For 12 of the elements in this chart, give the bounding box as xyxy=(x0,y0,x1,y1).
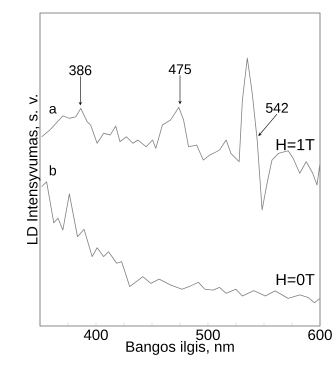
series-label: a xyxy=(49,106,57,114)
annotation: 386 xyxy=(69,65,92,76)
series-label: b xyxy=(50,165,56,176)
annotation: H=0T xyxy=(276,274,314,286)
annotation: 475 xyxy=(168,64,192,74)
x-tick-label: 600 xyxy=(308,330,332,340)
x-tick-label: 500 xyxy=(196,330,220,340)
x-axis-title: Bangos ilgis, nm xyxy=(126,340,234,355)
x-tick-label: 400 xyxy=(84,330,108,340)
y-axis-title: LD Intensyvumas, s. v. xyxy=(27,95,40,244)
annotation: H=1T xyxy=(276,139,314,150)
annotation: 542 xyxy=(266,102,288,113)
